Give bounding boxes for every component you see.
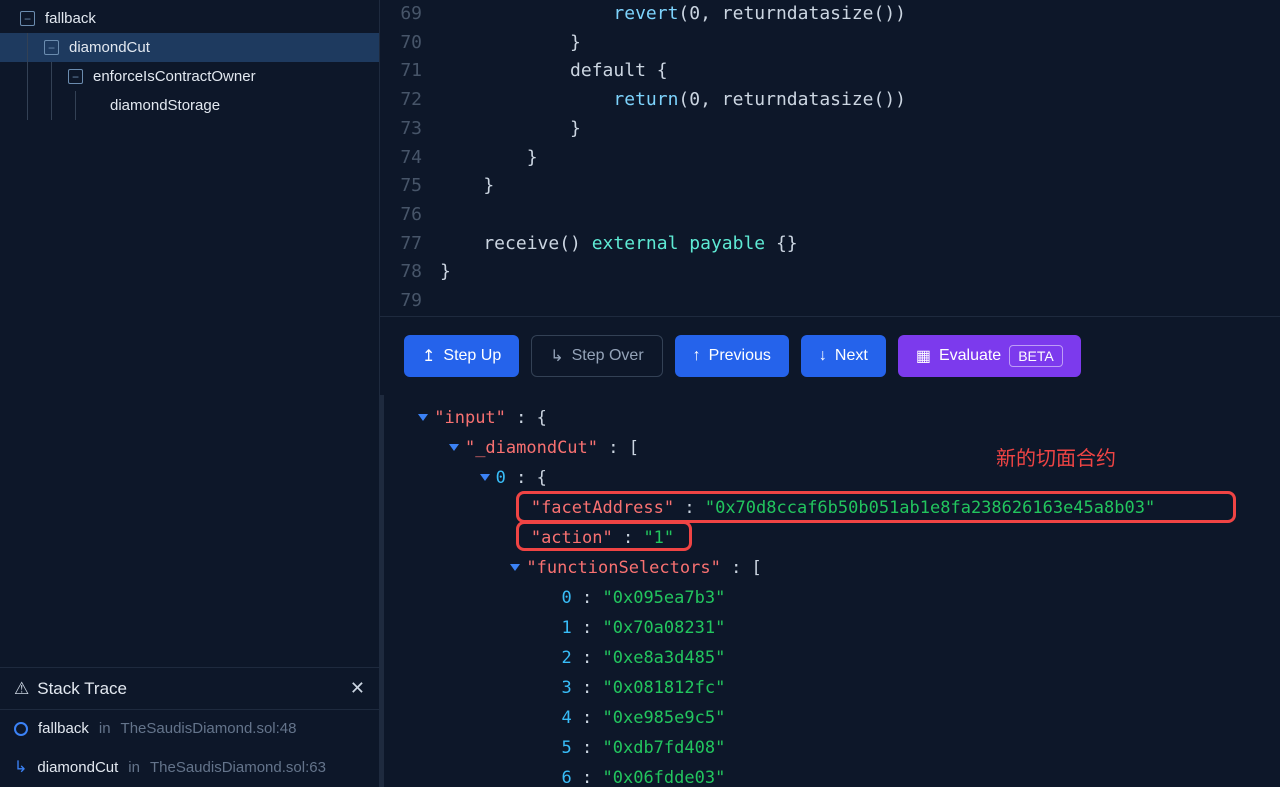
step-up-button[interactable]: ↥ Step Up bbox=[404, 335, 519, 377]
debug-line[interactable]: 4 : "0xe985e9c5" bbox=[408, 703, 1280, 733]
stack-name: fallback bbox=[38, 720, 89, 737]
stack-location: TheSaudisDiamond.sol:63 bbox=[150, 759, 326, 776]
code-editor: 69 revert(0, returndatasize())70 }71 def… bbox=[380, 0, 1280, 316]
line-number: 78 bbox=[380, 258, 440, 287]
line-number: 69 bbox=[380, 0, 440, 29]
circle-icon bbox=[14, 722, 28, 736]
tree-item-label: fallback bbox=[45, 10, 96, 27]
line-number: 70 bbox=[380, 29, 440, 58]
caret-icon bbox=[510, 564, 520, 571]
previous-icon: ↑ bbox=[693, 347, 701, 365]
debug-line[interactable]: 2 : "0xe8a3d485" bbox=[408, 643, 1280, 673]
previous-button[interactable]: ↑ Previous bbox=[675, 335, 789, 377]
line-number: 73 bbox=[380, 115, 440, 144]
stack-item-fallback[interactable]: fallbackinTheSaudisDiamond.sol:48 bbox=[0, 710, 379, 747]
warning-icon: ⚠ bbox=[14, 679, 29, 699]
evaluate-button[interactable]: ▦ Evaluate BETA bbox=[898, 335, 1081, 377]
line-number: 79 bbox=[380, 287, 440, 316]
stack-trace-list: fallbackinTheSaudisDiamond.sol:48 ↳ diamon… bbox=[0, 710, 379, 787]
step-over-button[interactable]: ↳ Step Over bbox=[531, 335, 662, 377]
step-up-icon: ↥ bbox=[422, 346, 435, 366]
debug-line[interactable]: "_diamondCut" : [ bbox=[408, 433, 1280, 463]
annotation-label: 新的切面合约 bbox=[996, 444, 1116, 474]
code-line: 72 return(0, returndatasize()) bbox=[380, 86, 1280, 115]
caret-icon bbox=[418, 414, 428, 421]
debug-line[interactable]: 0 : "0x095ea7b3" bbox=[408, 583, 1280, 613]
arrow-icon: ↳ bbox=[14, 757, 27, 777]
step-over-icon: ↳ bbox=[550, 346, 563, 366]
code-line: 77 receive() external payable {} bbox=[380, 230, 1280, 259]
code-line: 69 revert(0, returndatasize()) bbox=[380, 0, 1280, 29]
code-line: 79 bbox=[380, 287, 1280, 316]
code-line: 73 } bbox=[380, 115, 1280, 144]
tree-item-enforceIsContractOwner[interactable]: −enforceIsContractOwner bbox=[0, 62, 379, 91]
stack-item-diamondCut[interactable]: ↳diamondCutinTheSaudisDiamond.sol:63 bbox=[0, 747, 379, 787]
call-tree: −fallback−diamondCut−enforceIsContractOw… bbox=[0, 0, 379, 124]
debug-line[interactable]: "facetAddress" : "0x70d8ccaf6b50b051ab1e… bbox=[408, 493, 1280, 523]
debug-line[interactable]: "functionSelectors" : [ bbox=[408, 553, 1280, 583]
evaluate-icon: ▦ bbox=[916, 346, 931, 366]
code-line: 75 } bbox=[380, 172, 1280, 201]
debug-line[interactable]: 6 : "0x06fdde03" bbox=[408, 763, 1280, 787]
tree-item-label: diamondStorage bbox=[110, 97, 220, 114]
next-button[interactable]: ↓ Next bbox=[801, 335, 886, 377]
right-panel: 69 revert(0, returndatasize())70 }71 def… bbox=[380, 0, 1280, 787]
tree-toggle-icon[interactable]: − bbox=[44, 40, 59, 55]
code-line: 71 default { bbox=[380, 57, 1280, 86]
line-number: 75 bbox=[380, 172, 440, 201]
caret-icon bbox=[480, 474, 490, 481]
next-icon: ↓ bbox=[819, 347, 827, 365]
line-number: 72 bbox=[380, 86, 440, 115]
stack-trace-header: ⚠ Stack Trace ✕ bbox=[0, 667, 379, 710]
tree-item-label: enforceIsContractOwner bbox=[93, 68, 256, 85]
debug-line[interactable]: 0 : { bbox=[408, 463, 1280, 493]
tree-item-diamondStorage[interactable]: diamondStorage bbox=[0, 91, 379, 120]
tree-item-label: diamondCut bbox=[69, 39, 150, 56]
beta-badge: BETA bbox=[1009, 345, 1063, 367]
tree-toggle-icon[interactable]: − bbox=[20, 11, 35, 26]
stack-trace-title: Stack Trace bbox=[37, 679, 127, 699]
debug-toolbar: ↥ Step Up ↳ Step Over ↑ Previous ↓ Next … bbox=[380, 316, 1280, 395]
code-line: 78} bbox=[380, 258, 1280, 287]
code-line: 70 } bbox=[380, 29, 1280, 58]
debug-line[interactable]: 1 : "0x70a08231" bbox=[408, 613, 1280, 643]
tree-item-fallback[interactable]: −fallback bbox=[0, 4, 379, 33]
caret-icon bbox=[449, 444, 459, 451]
debug-line[interactable]: "action" : "1" bbox=[408, 523, 1280, 553]
code-line: 74 } bbox=[380, 144, 1280, 173]
code-line: 76 bbox=[380, 201, 1280, 230]
tree-toggle-icon[interactable]: − bbox=[68, 69, 83, 84]
line-number: 74 bbox=[380, 144, 440, 173]
debug-line[interactable]: 3 : "0x081812fc" bbox=[408, 673, 1280, 703]
line-number: 76 bbox=[380, 201, 440, 230]
debug-line[interactable]: 5 : "0xdb7fd408" bbox=[408, 733, 1280, 763]
stack-name: diamondCut bbox=[37, 759, 118, 776]
debug-output: "input" : { "_diamondCut" : [ 0 : { "fac… bbox=[380, 395, 1280, 787]
stack-location: TheSaudisDiamond.sol:48 bbox=[121, 720, 297, 737]
tree-item-diamondCut[interactable]: −diamondCut bbox=[0, 33, 379, 62]
debug-line[interactable]: "input" : { bbox=[408, 403, 1280, 433]
close-icon[interactable]: ✕ bbox=[350, 678, 365, 699]
line-number: 77 bbox=[380, 230, 440, 259]
line-number: 71 bbox=[380, 57, 440, 86]
left-panel: −fallback−diamondCut−enforceIsContractOw… bbox=[0, 0, 380, 787]
